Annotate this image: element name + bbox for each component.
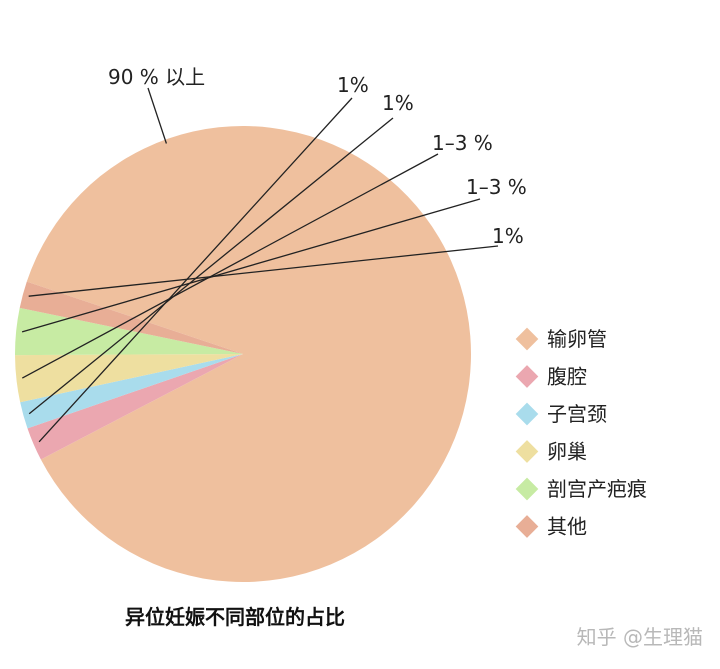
slice-label-2: 1% [337,73,369,97]
slice-label-4: 1–3 % [432,131,493,155]
slice-labels: 90 % 以上 1% 1% 1–3 % 1–3 % 1% [108,65,527,248]
legend-label-1: 输卵管 [547,327,607,351]
legend-marker-5 [515,477,539,501]
legend-label-5: 剖宫产疤痕 [547,477,647,501]
leader-line-5 [21,198,481,333]
chart-title: 异位妊娠不同部位的占比 [125,605,345,629]
pie-slice-1 [26,125,471,582]
legend-label-3: 子宫颈 [547,402,607,426]
legend-label-4: 卵巢 [547,440,587,464]
legend-marker-1 [515,327,539,351]
legend-marker-2 [515,365,539,388]
leader-line-2 [38,97,353,443]
pie-slice-6 [19,281,243,354]
pie-slice-2 [27,354,243,460]
slice-label-6: 1% [492,224,524,248]
legend-label-2: 腹腔 [547,365,587,389]
leader-lines [21,87,499,443]
pie-slice-3 [20,354,243,429]
slice-label-1: 90 % 以上 [108,65,205,89]
legend-marker-6 [515,515,539,538]
legend-label-6: 其他 [547,515,587,539]
pie-slice-5 [14,307,243,356]
leader-line-1 [147,87,168,144]
leader-line-6 [28,245,499,297]
legend-marker-4 [515,440,539,463]
legend-marker-3 [515,402,539,426]
slice-label-3: 1% [382,91,414,115]
leader-line-4 [21,153,439,379]
pie-slices [14,125,471,582]
leader-line-3 [28,117,394,415]
pie-slice-4 [15,354,243,403]
watermark: 知乎 @生理猫 [577,625,703,649]
slice-label-5: 1–3 % [466,175,527,199]
